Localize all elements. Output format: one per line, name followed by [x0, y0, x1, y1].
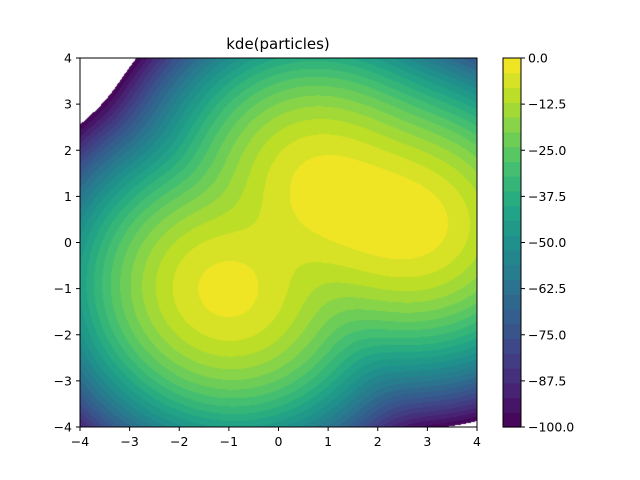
colorbar-band: [503, 397, 521, 413]
chart-title: kde(particles): [226, 35, 330, 53]
colorbar-band: [503, 87, 521, 103]
x-tick-label: 2: [374, 434, 382, 449]
x-tick-label: 1: [324, 434, 332, 449]
x-tick-label: −3: [120, 434, 138, 449]
colorbar-band: [503, 264, 521, 280]
x-tick-label: 3: [423, 434, 431, 449]
colorbar-tick-label: 0.0: [528, 51, 548, 66]
y-tick-label: 3: [64, 97, 72, 112]
colorbar-tick-label: −100.0: [528, 420, 574, 435]
colorbar-band: [503, 161, 521, 177]
colorbar: 0.0 −12.5 −25.0 −37.5 −50.0 −62.5 −75.0 −87.5 −1…: [502, 51, 574, 435]
colorbar-band: [503, 294, 521, 310]
colorbar-band: [503, 412, 521, 428]
colorbar-band: [503, 146, 521, 162]
colorbar-band: [503, 220, 521, 236]
colorbar-band: [503, 338, 521, 354]
kde-contour-image: [80, 58, 477, 427]
colorbar-ticks: 0.0 −12.5 −25.0 −37.5 −50.0 −62.5 −75.0 −87.5 −1…: [521, 51, 574, 435]
colorbar-band: [503, 205, 521, 221]
colorbar-tick-label: −75.0: [528, 327, 566, 342]
colorbar-band: [503, 367, 521, 384]
x-tick-label: 0: [275, 434, 283, 449]
y-tick-label: −2: [54, 327, 72, 342]
colorbar-band: [503, 235, 521, 251]
colorbar-band: [503, 117, 521, 133]
colorbar-band: [503, 353, 521, 369]
colorbar-band: [503, 102, 521, 118]
colorbar-tick-label: −62.5: [528, 281, 566, 296]
colorbar-tick-label: −37.5: [528, 189, 566, 204]
colorbar-band: [503, 323, 521, 340]
colorbar-band: [503, 249, 521, 266]
y-tick-label: 4: [64, 51, 72, 66]
plot-area: −4 −3 −2 −1 0 1 2 3 4 −4 −3 −2 −1 0 1 2 3 4: [54, 51, 481, 450]
x-tick-label: 4: [473, 434, 481, 449]
colorbar-band: [503, 279, 521, 295]
colorbar-band: [503, 308, 521, 325]
colorbar-band: [503, 72, 521, 89]
colorbar-band: [503, 131, 521, 148]
y-tick-label: −4: [54, 420, 72, 435]
y-tick-label: 1: [64, 189, 72, 204]
y-axis: −4 −3 −2 −1 0 1 2 3 4: [54, 51, 80, 435]
y-tick-label: 0: [64, 235, 72, 250]
colorbar-tick-label: −87.5: [528, 373, 566, 388]
colorbar-band: [503, 382, 521, 399]
x-tick-label: −4: [71, 434, 89, 449]
x-tick-label: −1: [220, 434, 238, 449]
y-tick-label: 2: [64, 143, 72, 158]
y-tick-label: −1: [54, 281, 72, 296]
colorbar-band: [503, 190, 521, 207]
x-tick-label: −2: [170, 434, 188, 449]
colorbar-tick-label: −12.5: [528, 97, 566, 112]
y-tick-label: −3: [54, 373, 72, 388]
colorbar-bands: [503, 58, 521, 428]
colorbar-band: [503, 176, 521, 192]
colorbar-band: [503, 58, 521, 74]
colorbar-tick-label: −50.0: [528, 235, 566, 250]
colorbar-tick-label: −25.0: [528, 143, 566, 158]
x-axis: −4 −3 −2 −1 0 1 2 3 4: [71, 427, 481, 449]
